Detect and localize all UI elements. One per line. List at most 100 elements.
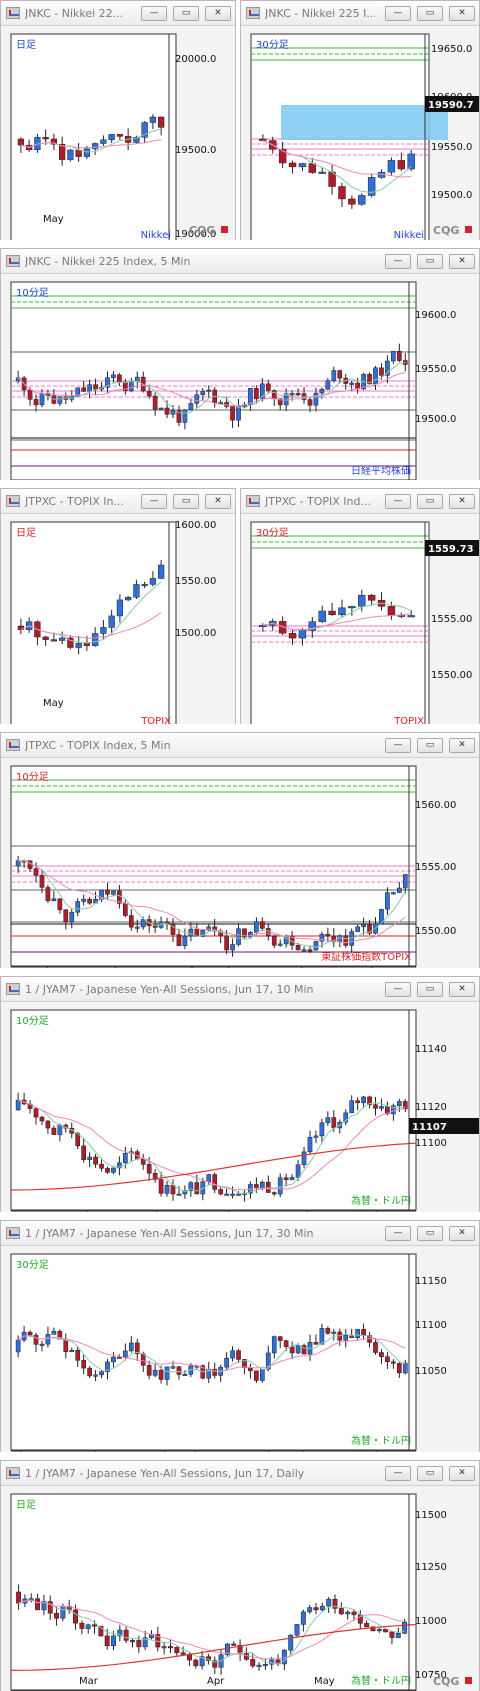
title-bar[interactable]: 1 / JYAM7 - Japanese Yen-All Sessions, J…: [1, 1221, 479, 1246]
candle-body: [349, 1100, 355, 1114]
candle-body: [200, 391, 206, 395]
price-axis-label: 19500.0: [415, 414, 456, 425]
candle-body: [27, 1331, 33, 1336]
title-bar[interactable]: JTPXC - TOPIX Index, 5 Min — ▭ ✕: [1, 733, 479, 758]
chart-canvas[interactable]: 19650.019600.019550.019500.019-09:0019-1…: [241, 26, 479, 240]
minimize-button[interactable]: —: [385, 982, 411, 997]
timeframe-label: 10分足: [16, 287, 49, 299]
candle-body: [117, 1162, 122, 1169]
candle-body: [99, 1371, 104, 1376]
candle-body: [308, 163, 317, 173]
candle-body: [295, 1164, 301, 1178]
close-button[interactable]: ✕: [449, 254, 475, 269]
candle-body: [116, 134, 124, 137]
minimize-button[interactable]: —: [385, 494, 411, 509]
chart-window-yen-10min[interactable]: 1 / JYAM7 - Japanese Yen-All Sessions, J…: [0, 976, 480, 1212]
chart-window-nikkei-5min[interactable]: JNKC - Nikkei 225 Index, 5 Min — ▭ ✕ 19600.0…: [0, 248, 480, 480]
chart-window-nikkei-30min[interactable]: JNKC - Nikkei 225 I...—▭✕19650.019600.01…: [240, 0, 480, 240]
restore-button[interactable]: ▭: [417, 6, 443, 21]
candle-body: [75, 1350, 81, 1361]
title-bar[interactable]: 1 / JYAM7 - Japanese Yen-All Sessions, J…: [1, 1461, 479, 1486]
restore-button[interactable]: ▭: [173, 6, 199, 21]
candle-body: [313, 940, 319, 951]
close-button[interactable]: ✕: [449, 982, 475, 997]
price-axis-label: 11000: [415, 1616, 447, 1627]
month-label: Apr: [207, 1676, 225, 1687]
chart-window-yen-daily[interactable]: 1 / JYAM7 - Japanese Yen-All Sessions, J…: [0, 1460, 480, 1691]
candle-body: [87, 1367, 92, 1377]
candle-body: [230, 1350, 235, 1359]
restore-button[interactable]: ▭: [417, 254, 443, 269]
candle-body: [308, 621, 317, 631]
close-button[interactable]: ✕: [449, 494, 475, 509]
minimize-button[interactable]: —: [385, 1466, 411, 1481]
minimize-button[interactable]: —: [141, 6, 167, 21]
candle-body: [231, 1643, 237, 1646]
candle-body: [81, 387, 86, 392]
restore-button[interactable]: ▭: [417, 982, 443, 997]
candle-body: [260, 1181, 265, 1188]
candle-body: [51, 1330, 57, 1335]
candle-body: [319, 1605, 325, 1611]
candle-body: [180, 1652, 186, 1655]
minimize-button[interactable]: —: [385, 254, 411, 269]
chart-window-yen-30min[interactable]: 1 / JYAM7 - Japanese Yen-All Sessions, J…: [0, 1220, 480, 1452]
title-bar[interactable]: JTPXC - TOPIX Ind... — ▭ ✕: [241, 489, 479, 514]
title-bar[interactable]: 1 / JYAM7 - Japanese Yen-All Sessions, J…: [1, 977, 479, 1002]
candle-body: [265, 1352, 271, 1370]
chart-window-topix-5min[interactable]: JTPXC - TOPIX Index, 5 Min — ▭ ✕ 1560.00 1555…: [0, 732, 480, 968]
candle-body: [75, 149, 82, 157]
minimize-button[interactable]: —: [141, 494, 167, 509]
minimize-button[interactable]: —: [385, 738, 411, 753]
restore-button[interactable]: ▭: [417, 1466, 443, 1481]
candle-body: [182, 935, 188, 946]
candle-body: [199, 1656, 205, 1667]
timeframe-label: 日足: [16, 1499, 36, 1511]
chart-canvas[interactable]: 11140111201110019-07:0009:0011:0013:0019…: [1, 1002, 479, 1212]
minimize-button[interactable]: —: [385, 6, 411, 21]
candle-body: [361, 1329, 366, 1336]
candle-body: [355, 926, 360, 932]
candle-body: [41, 1601, 47, 1611]
candle-body: [391, 1361, 396, 1364]
restore-button[interactable]: ▭: [417, 494, 443, 509]
candle-body: [111, 1635, 116, 1647]
close-button[interactable]: ✕: [449, 1466, 475, 1481]
close-button[interactable]: ✕: [205, 6, 231, 21]
chart-canvas[interactable]: 19600.019550.019500.019-09:0010:0011:001…: [1, 274, 479, 480]
candle-body: [260, 921, 265, 929]
title-bar[interactable]: JTPXC - TOPIX In... — ▭ ✕: [1, 489, 235, 514]
chart-canvas[interactable]: 11150111001105018-07:0013:0019:0018-21:2…: [1, 1246, 479, 1452]
chart-canvas[interactable]: 1150011250110001075021010613202703101724…: [1, 1486, 479, 1691]
chart-window-topix-daily[interactable]: JTPXC - TOPIX In... — ▭ ✕ 1600.00 1550.00 1500…: [0, 488, 236, 724]
candle-body: [206, 1174, 212, 1183]
chart-window-topix-30min[interactable]: JTPXC - TOPIX Ind...—▭✕1560.001555.00155…: [240, 488, 480, 724]
chart-canvas[interactable]: 20000.019500.019000.018500.0010815May日足N…: [1, 26, 235, 240]
close-button[interactable]: ✕: [449, 738, 475, 753]
restore-button[interactable]: ▭: [417, 1226, 443, 1241]
minimize-button[interactable]: —: [385, 1226, 411, 1241]
restore-button[interactable]: ▭: [417, 738, 443, 753]
restore-button[interactable]: ▭: [173, 494, 199, 509]
candle-body: [397, 160, 406, 170]
window-title: 1 / JYAM7 - Japanese Yen-All Sessions, J…: [25, 1467, 305, 1480]
candle-body: [111, 374, 116, 378]
candle-body: [85, 1624, 91, 1629]
close-button[interactable]: ✕: [449, 6, 475, 21]
candle-body: [348, 198, 356, 205]
title-bar[interactable]: JNKC - Nikkei 225 Index, 5 Min — ▭ ✕: [1, 249, 479, 274]
title-bar[interactable]: JNKC - Nikkei 225 I... — ▭ ✕: [241, 1, 479, 26]
chart-canvas[interactable]: 1560.001555.001550.0019-09:0019-12:3030分…: [241, 514, 479, 724]
close-button[interactable]: ✕: [205, 494, 231, 509]
candle-body: [395, 1632, 401, 1638]
chart-canvas[interactable]: 1560.001555.001550.0019-09:0010:0011:001…: [1, 758, 479, 968]
close-button[interactable]: ✕: [449, 1226, 475, 1241]
chart-window-nikkei-daily[interactable]: JNKC - Nikkei 22... — ▭ ✕ 20000.0 19500.0 1900…: [0, 0, 236, 240]
title-bar[interactable]: JNKC - Nikkei 22... — ▭ ✕: [1, 1, 235, 26]
candle-body: [224, 1357, 229, 1368]
price-axis-label: 1555.00: [431, 614, 472, 625]
moving-average-short: [18, 860, 406, 948]
candle-body: [254, 388, 259, 400]
candle-body: [367, 1096, 372, 1105]
